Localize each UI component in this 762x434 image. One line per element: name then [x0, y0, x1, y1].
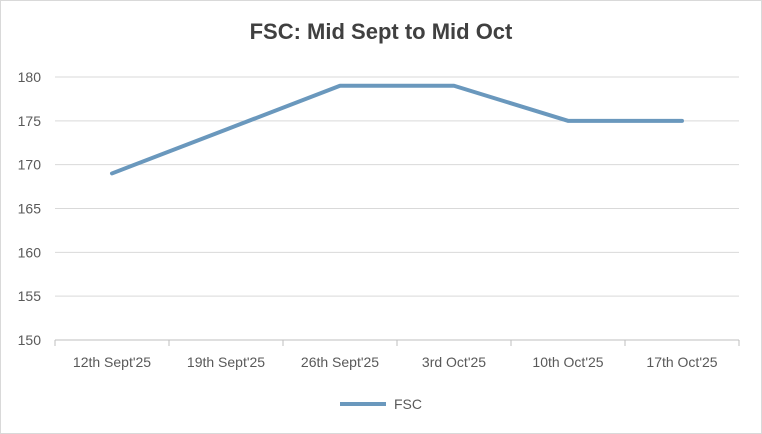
- y-tick-label: 175: [18, 113, 42, 129]
- y-axis-tick-labels: 150 155 160 165 170 175 180: [18, 69, 42, 348]
- x-tick-label: 26th Sept'25: [301, 354, 379, 370]
- y-tick-label: 150: [18, 332, 42, 348]
- y-tick-label: 160: [18, 244, 42, 260]
- legend-swatch-fsc: [340, 402, 386, 406]
- series-line-fsc: [110, 83, 684, 176]
- y-tick-label: 155: [18, 288, 42, 304]
- x-tick-label: 12th Sept'25: [73, 354, 151, 370]
- chart-title: FSC: Mid Sept to Mid Oct: [249, 19, 513, 44]
- legend: FSC: [0, 396, 762, 412]
- legend-label-fsc: FSC: [394, 396, 422, 412]
- x-tick-label: 3rd Oct'25: [422, 354, 486, 370]
- series-lines: [110, 83, 684, 176]
- x-axis-tick-labels: 12th Sept'25 19th Sept'25 26th Sept'25 3rd …: [73, 354, 718, 370]
- gridlines: [55, 76, 739, 297]
- y-tick-label: 180: [18, 69, 42, 85]
- x-axis: [54, 339, 740, 346]
- x-tick-label: 19th Sept'25: [187, 354, 265, 370]
- y-tick-label: 170: [18, 157, 42, 173]
- x-tick-label: 10th Oct'25: [532, 354, 603, 370]
- x-tick-label: 17th Oct'25: [646, 354, 717, 370]
- y-tick-label: 165: [18, 201, 42, 217]
